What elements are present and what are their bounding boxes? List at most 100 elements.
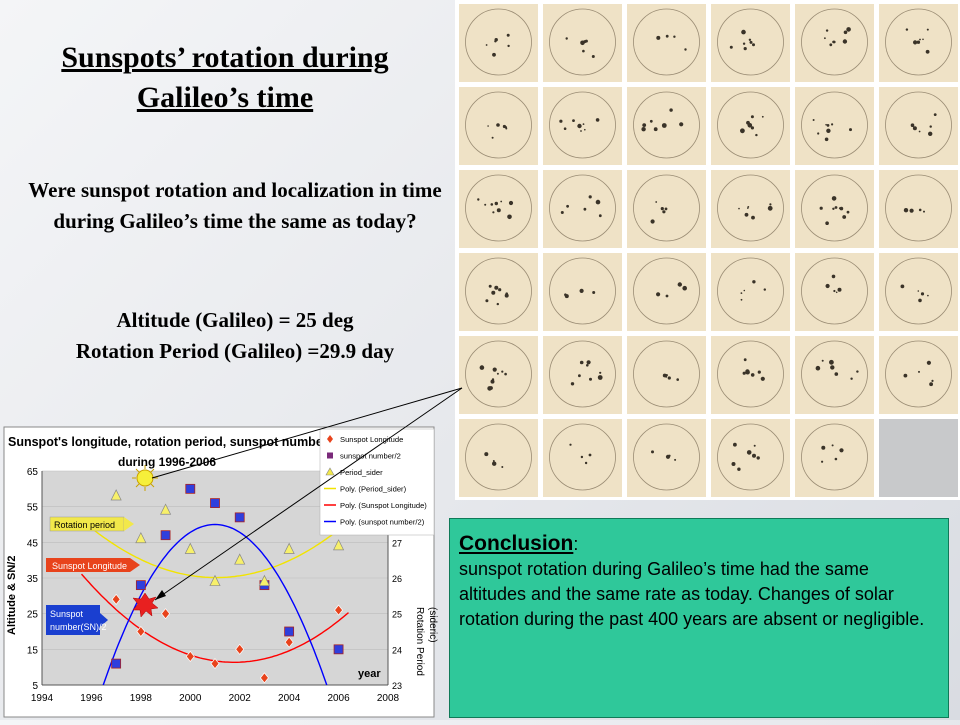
x-tick: 1998 [130, 693, 153, 704]
longitude-point [334, 604, 344, 616]
y-tick-right: 25 [392, 610, 402, 620]
sunspot-drawing [459, 336, 538, 414]
slide-title: Sunspots’ rotation during Galileo’s time [0, 38, 450, 118]
blank-tile [879, 419, 958, 497]
longitude-point [185, 650, 195, 663]
sunspot-number-point [284, 626, 295, 637]
sunspot-drawing [459, 253, 538, 331]
annotation-rotation-period-arrow [124, 517, 134, 531]
legend-label: Poly. (sunspot number/2) [340, 518, 425, 527]
period-point [135, 531, 147, 544]
longitude-point [235, 643, 245, 655]
x-tick: 2006 [327, 693, 350, 704]
chart-svg: Sunspot's longitude, rotation period, su… [3, 426, 438, 718]
longitude-point [210, 658, 220, 670]
legend-label: sunspot number/2 [340, 452, 401, 461]
longitude-point [161, 608, 171, 620]
x-tick: 1996 [80, 693, 103, 704]
annotation-rotation-period-label: Rotation period [54, 520, 115, 530]
sunspot-drawing [459, 419, 538, 497]
conclusion-colon: : [573, 534, 579, 554]
sunspot-drawing [543, 419, 622, 497]
sunspot-drawing [711, 87, 790, 165]
sunspot-drawing [543, 336, 622, 414]
longitude-point [136, 625, 146, 638]
sunspot-drawing [879, 87, 958, 165]
annotation-longitude-box [46, 558, 130, 572]
sunspot-drawing [711, 419, 790, 497]
legend-label: Sunspot Longitude [340, 435, 403, 444]
rotation-chart: Sunspot's longitude, rotation period, su… [0, 425, 440, 720]
y-tick-right: 26 [392, 574, 402, 584]
annotation-rotation-period: Rotation period [49, 516, 134, 532]
sunspot-drawing [543, 87, 622, 165]
x-tick: 1994 [31, 693, 54, 704]
y-tick-right: 27 [392, 538, 402, 548]
chart-title-line-2: during 1996-2006 [118, 455, 216, 469]
legend: Sunspot Longitude sunspot number/2 Period_… [319, 428, 435, 536]
sunspot-drawing [627, 4, 706, 82]
chart-title-line-1: Sunspot's longitude, rotation period, su… [8, 435, 328, 449]
sunspot-number-point [135, 580, 146, 591]
sunspot-drawing [543, 170, 622, 248]
sunspot-drawing [879, 253, 958, 331]
y-tick-left: 45 [27, 538, 39, 549]
sunspot-drawing [711, 4, 790, 82]
sunspot-drawing [879, 170, 958, 248]
y-axis-left-label: Altitude & SN/2 [6, 556, 18, 635]
sunspot-number-point [185, 483, 196, 494]
legend-label: Poly. (Sunspot Longitude) [340, 501, 427, 510]
sunspot-drawing [795, 4, 874, 82]
y-tick-right: 23 [392, 681, 402, 691]
annotation-sunspot-number-label-2: number(SN)/2 [50, 622, 107, 632]
conclusion-text: sunspot rotation during Galileo’s time h… [459, 559, 925, 629]
sunspot-drawings-grid [455, 0, 960, 500]
sunspot-drawing [627, 87, 706, 165]
longitude-point [259, 672, 269, 684]
x-tick: 2000 [179, 693, 202, 704]
sunspot-drawing [627, 253, 706, 331]
period-text: Rotation Period (Galileo) =29.9 day [75, 339, 395, 363]
y-tick-left: 65 [27, 467, 39, 478]
sunspot-drawing [459, 170, 538, 248]
x-axis-label: year [358, 668, 381, 680]
annotation-longitude-label: Sunspot Longitude [52, 561, 127, 571]
sunspot-drawing [879, 336, 958, 414]
sunspot-drawing [711, 170, 790, 248]
burst-marker-shape [132, 592, 159, 618]
x-tick: 2008 [377, 693, 400, 704]
y-tick-left: 5 [32, 681, 38, 692]
galileo-parameters: Altitude (Galileo) = 25 deg Rotation Per… [0, 305, 470, 367]
x-tick: 2004 [278, 693, 301, 704]
y-axis-right-label-1: Rotation Period [414, 607, 425, 676]
sunspot-drawing [459, 4, 538, 82]
question-text: Were sunspot rotation and localization i… [28, 178, 442, 233]
y-tick-left: 15 [27, 645, 39, 656]
sunspot-drawing [627, 170, 706, 248]
sunspot-number-point [333, 644, 344, 655]
sunspot-drawing [795, 336, 874, 414]
title-line-1: Sunspots’ rotation during [61, 41, 389, 74]
annotation-sunspot-number-label-1: Sunspot [50, 609, 84, 619]
altitude-text: Altitude (Galileo) = 25 deg [116, 308, 354, 332]
longitude-point [111, 593, 121, 605]
conclusion-box: Conclusion: sunspot rotation during Gali… [449, 518, 949, 718]
legend-marker [327, 452, 333, 459]
annotation-longitude-arrow [130, 558, 140, 572]
sunspot-drawing [795, 87, 874, 165]
sun-marker-disc [136, 469, 154, 487]
y-tick-left: 25 [27, 610, 39, 621]
sunspot-number-point [234, 512, 245, 523]
annotation-sunspot-longitude: Sunspot Longitude [46, 558, 140, 572]
sunspot-drawing [627, 419, 706, 497]
sunspot-drawing [795, 253, 874, 331]
sunspot-drawing [459, 87, 538, 165]
title-line-2: Galileo’s time [136, 81, 314, 114]
sunspot-drawing [711, 336, 790, 414]
annotation-sunspot-number-box [46, 605, 100, 635]
sunspot-drawing [627, 336, 706, 414]
sunspot-drawing [879, 4, 958, 82]
annotation-sunspot-number-arrow [100, 613, 108, 627]
y-tick-left: 55 [27, 503, 39, 514]
conclusion-heading: Conclusion [459, 532, 574, 555]
